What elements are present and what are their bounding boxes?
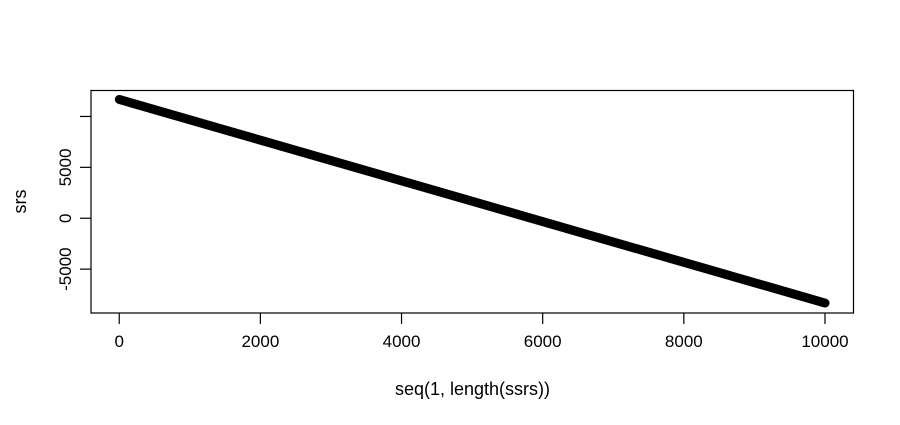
y-axis-title: srs xyxy=(10,190,30,214)
y-tick-label: -5000 xyxy=(56,247,75,290)
x-tick-label: 8000 xyxy=(665,332,703,351)
x-axis-title: seq(1, length(ssrs)) xyxy=(395,379,550,399)
x-tick-label: 4000 xyxy=(383,332,421,351)
y-tick-label: 5000 xyxy=(56,148,75,186)
y-axis: -5000 0 5000 xyxy=(56,115,91,291)
plot-box xyxy=(90,89,855,314)
x-tick-label: 0 xyxy=(114,332,123,351)
y-tick-label: 0 xyxy=(56,214,75,223)
x-tick-label: 2000 xyxy=(241,332,279,351)
x-axis: 0 2000 4000 6000 8000 10000 xyxy=(114,313,849,351)
data-series-line xyxy=(114,94,830,308)
x-tick-label: 10000 xyxy=(801,332,848,351)
x-tick-label: 6000 xyxy=(524,332,562,351)
